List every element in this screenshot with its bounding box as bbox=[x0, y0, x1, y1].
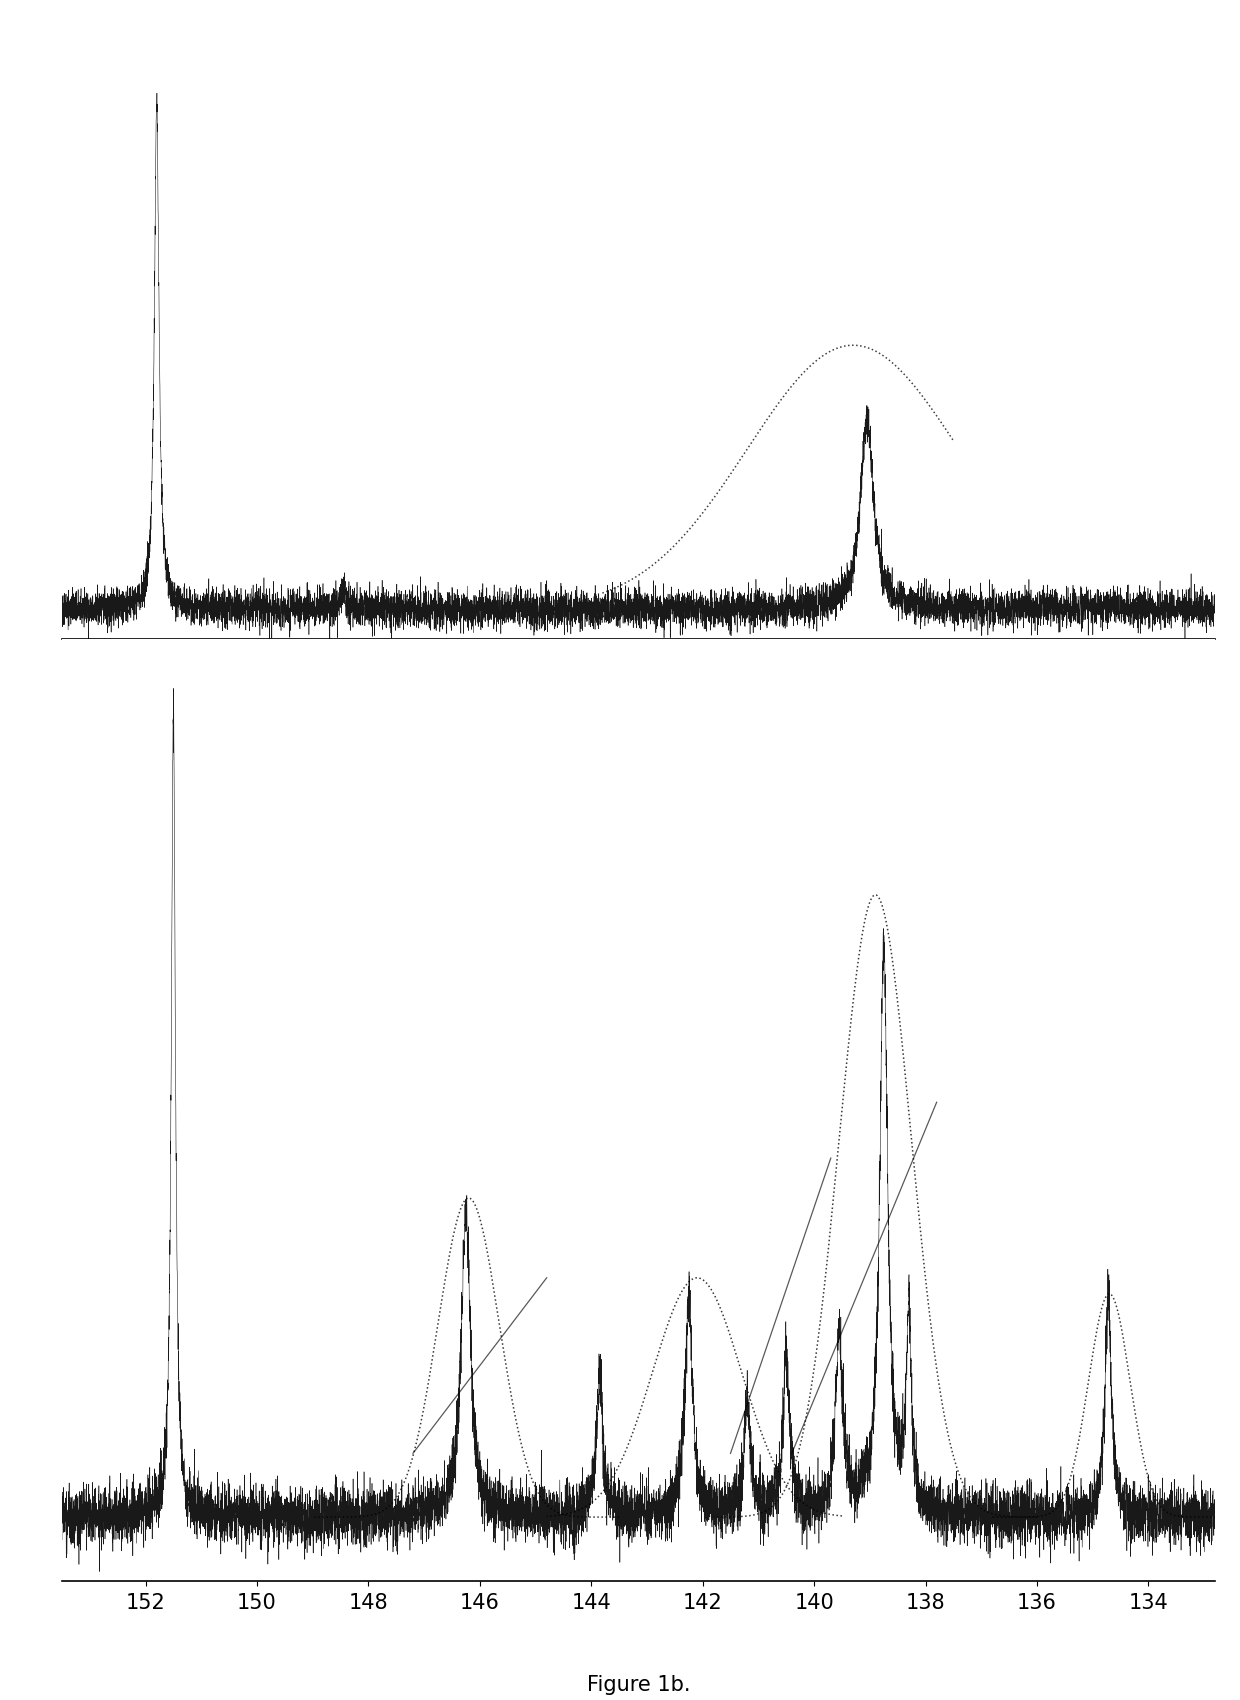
Text: Figure 1b.: Figure 1b. bbox=[587, 1674, 691, 1695]
Text: Figure 1a.: Figure 1a. bbox=[587, 716, 691, 736]
